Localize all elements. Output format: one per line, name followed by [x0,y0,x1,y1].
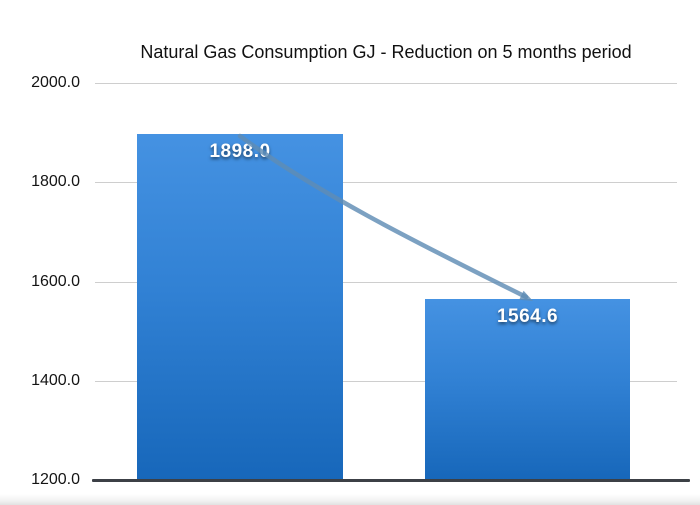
bar-first-period: 1898.0 [137,133,343,480]
plot-area: 1898.0 1564.6 [95,83,677,480]
gridline [95,380,677,382]
y-axis-tick-label: 1400.0 [31,371,80,389]
y-axis-tick-label: 1600.0 [31,272,80,290]
y-axis-tick-label: 2000.0 [31,74,80,91]
slide-bottom-shadow [0,494,700,505]
y-axis-tick-label: 1800.0 [31,173,80,191]
y-axis-tick-label: 1200.0 [31,471,80,488]
gridline [95,83,677,84]
x-axis-baseline [92,479,690,482]
chart-title: Natural Gas Consumption GJ - Reduction o… [140,42,632,62]
bar-value-label: 1898.0 [209,140,271,162]
bar-value-label: 1564.6 [496,306,559,328]
bar-second-period: 1564.6 [425,299,630,480]
